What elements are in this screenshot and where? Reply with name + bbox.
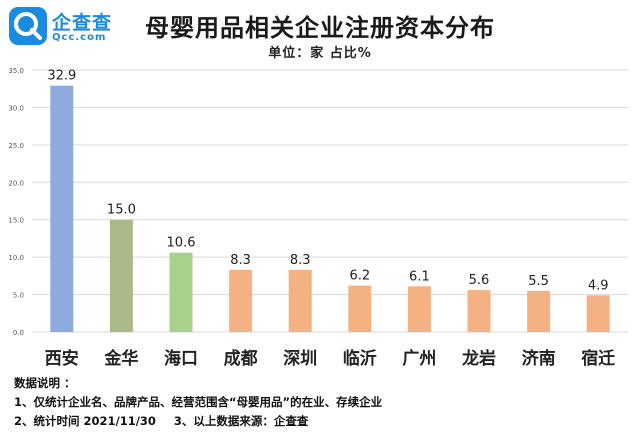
x-tick-label: 成都 [224,348,258,369]
x-tick-label: 宿迁 [581,348,615,369]
data-label: 8.3 [230,253,251,268]
x-tick-label: 金华 [103,348,138,369]
data-label: 5.5 [528,274,549,289]
bar-8 [467,290,491,332]
x-tick-label: 临沂 [343,348,377,369]
y-tick-label: 20.0 [8,179,24,187]
x-tick-label: 深圳 [283,348,317,369]
bar-1 [50,85,74,332]
bar-5 [288,269,312,332]
bar-6 [348,285,372,332]
bar-3 [169,252,193,332]
bar-10 [586,295,610,332]
x-tick-label: 广州 [402,348,436,369]
data-label: 6.2 [349,269,370,284]
y-tick-label: 35.0 [8,67,24,75]
logo-domain: Qcc.com [52,32,107,43]
bar-2 [109,219,133,332]
notes-line-1: 1、仅统计企业名、品牌产品、经营范围含“母婴用品”的在业、存续企业 [14,395,383,409]
notes-data-source: 3、以上数据来源：企查查 [173,414,309,428]
bar-4 [229,269,253,332]
y-tick-label: 5.0 [13,292,24,300]
data-label: 6.1 [409,269,430,284]
y-tick-label: 30.0 [8,104,24,112]
logo-name: 企查查 [52,12,113,34]
x-tick-label: 海口 [164,348,198,369]
y-tick-label: 15.0 [8,217,24,225]
chart-subtitle: 单位：家 占比% [268,46,372,61]
data-label: 8.3 [290,253,311,268]
data-label: 4.9 [588,278,609,293]
qcc-logo-icon [9,7,47,45]
qcc-logo: 企查查 Qcc.com [8,6,118,46]
labels-layer: 0.0 5.0 10.0 15.0 20.0 25.0 30.0 35.0 32.9 西安 15.0… [8,67,615,369]
data-notes: 数据说明 ： 1、仅统计企业名、品牌产品、经营范围含“母婴用品”的在业、存续企业… [14,374,382,431]
x-tick-label: 西安 [45,348,79,369]
bars-layer [50,85,610,332]
data-label: 32.9 [47,69,76,84]
data-label: 10.6 [167,236,196,251]
y-tick-label: 25.0 [8,142,24,150]
bar-7 [407,286,431,332]
y-tick-label: 0.0 [13,329,24,337]
notes-line-2: 2、统计时间 2021/11/30 3、以上数据来源：企查查 [14,412,382,431]
x-tick-label: 济南 [522,348,556,369]
data-label: 15.0 [107,203,136,218]
chart-title: 母婴用品相关企业注册资本分布 [145,14,495,42]
notes-heading: 数据说明 ： [14,376,76,390]
x-tick-label: 龙岩 [461,348,496,369]
data-label: 5.6 [469,273,490,288]
y-tick-label: 10.0 [8,254,24,262]
notes-stat-time: 2、统计时间 2021/11/30 [14,414,156,428]
bar-9 [527,290,551,332]
